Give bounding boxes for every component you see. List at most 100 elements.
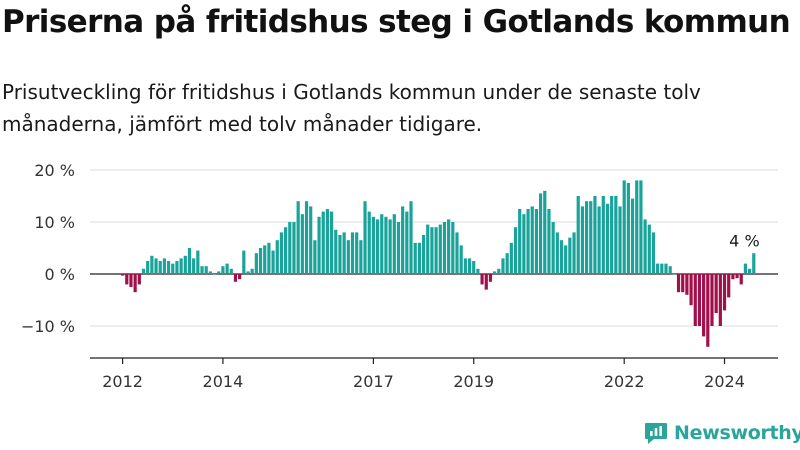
bar [371, 216, 375, 274]
bar [589, 201, 593, 274]
bar [530, 206, 534, 274]
bar [388, 219, 392, 274]
bar [392, 214, 396, 274]
y-tick-label: −10 % [21, 317, 75, 336]
x-tick-label: 2024 [704, 372, 745, 391]
chart-title: Priserna på fritidshus steg i Gotlands k… [2, 4, 791, 40]
x-tick-label: 2019 [453, 372, 494, 391]
bar [125, 274, 129, 285]
bar [317, 216, 321, 274]
bar [722, 274, 727, 311]
bar [597, 206, 601, 274]
bar [442, 222, 447, 274]
bar [526, 209, 530, 274]
bar [605, 203, 610, 274]
bar [242, 250, 246, 274]
bar [304, 201, 309, 274]
bar [438, 224, 442, 274]
bar [258, 248, 263, 274]
bar [430, 227, 434, 274]
bar [342, 232, 346, 274]
bars-group [121, 180, 756, 347]
bar [731, 274, 735, 280]
bar [748, 268, 752, 274]
bar [263, 245, 267, 274]
bar [175, 261, 179, 274]
bar [288, 222, 292, 274]
bar [555, 232, 559, 274]
bar [409, 201, 413, 274]
bar [359, 240, 363, 274]
y-tick-label: 20 % [34, 161, 75, 180]
bar [380, 214, 384, 274]
bar [547, 209, 551, 274]
bar [572, 232, 576, 274]
bar [325, 209, 330, 274]
brand-footer: Newsworthy [644, 418, 800, 448]
bar [267, 242, 271, 274]
x-tick-label: 2014 [203, 372, 244, 391]
bar [672, 274, 676, 275]
bar [158, 261, 162, 274]
bar [338, 235, 342, 274]
bar [150, 255, 154, 274]
bar [384, 216, 388, 274]
bar [451, 222, 455, 274]
bar [476, 268, 480, 274]
bar [668, 266, 672, 274]
bar [330, 211, 334, 274]
bar [593, 196, 597, 274]
bar [284, 227, 288, 274]
bar [363, 201, 367, 274]
bar [752, 253, 756, 274]
bar [179, 258, 183, 274]
bar [171, 263, 175, 274]
bar [146, 261, 150, 274]
chart-subtitle: Prisutveckling för fritidshus i Gotlands… [2, 80, 701, 136]
bar [355, 232, 359, 274]
bar [192, 258, 196, 274]
bar [676, 274, 681, 293]
bar [685, 274, 689, 295]
bar [706, 274, 710, 347]
bar [233, 274, 238, 282]
x-tick-label: 2022 [604, 372, 645, 391]
bar [727, 274, 731, 298]
bar [208, 271, 212, 274]
bar [350, 232, 355, 274]
bar [196, 250, 200, 274]
bar [501, 258, 505, 274]
bar [417, 242, 421, 274]
x-axis: 2012 2014 2017 2019 2022 2024 [90, 357, 778, 391]
bar [584, 201, 589, 274]
brand-name: Newsworthy [674, 422, 800, 444]
bar [459, 245, 463, 274]
bar [421, 235, 426, 274]
bar [279, 232, 284, 274]
bar [204, 266, 208, 274]
bar [664, 263, 668, 274]
bar [543, 190, 547, 274]
bar [187, 248, 192, 274]
bar [141, 268, 146, 274]
bar [518, 209, 522, 274]
bar [133, 274, 137, 293]
bar [129, 274, 133, 287]
bar [614, 196, 618, 274]
bar [238, 274, 242, 280]
bar [300, 214, 304, 274]
bar [601, 196, 605, 274]
bar [539, 193, 543, 274]
bar [618, 206, 622, 274]
bar [484, 274, 488, 290]
bar [710, 274, 714, 326]
bar [622, 180, 626, 274]
bar [656, 263, 660, 274]
bar [576, 196, 580, 274]
bar [447, 219, 451, 274]
bar [693, 274, 697, 326]
y-tick-label: 0 % [45, 265, 75, 284]
bar [660, 263, 664, 274]
bar [154, 258, 158, 274]
bar [743, 263, 748, 274]
